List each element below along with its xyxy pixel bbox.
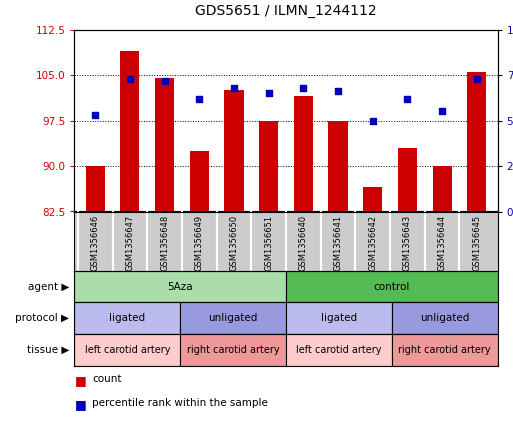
Text: GSM1356641: GSM1356641 [333,214,343,271]
Bar [121,51,140,212]
Text: unligated: unligated [420,313,469,323]
Point [369,117,377,124]
Text: GSM1356644: GSM1356644 [438,214,447,271]
Text: control: control [373,282,410,291]
Bar [294,96,313,212]
Point [195,95,203,102]
FancyBboxPatch shape [286,271,498,302]
Bar [224,90,244,212]
Point [334,88,342,95]
Text: right carotid artery: right carotid artery [187,345,280,355]
Text: unligated: unligated [208,313,258,323]
Text: ligated: ligated [109,313,145,323]
Point [126,75,134,82]
Text: GSM1356648: GSM1356648 [160,214,169,271]
Text: tissue ▶: tissue ▶ [27,345,69,355]
Bar [259,121,278,212]
Point [438,108,446,115]
Text: GSM1356643: GSM1356643 [403,214,412,271]
Text: GSM1356647: GSM1356647 [125,214,134,271]
Text: ligated: ligated [321,313,357,323]
Text: protocol ▶: protocol ▶ [15,313,69,323]
FancyBboxPatch shape [74,271,286,302]
Text: right carotid artery: right carotid artery [399,345,491,355]
Text: left carotid artery: left carotid artery [85,345,170,355]
Bar [155,78,174,212]
Bar [363,187,382,212]
Text: 5Aza: 5Aza [167,282,193,291]
Text: GSM1356642: GSM1356642 [368,214,377,271]
Point [230,85,238,91]
FancyBboxPatch shape [74,334,180,366]
FancyBboxPatch shape [180,302,286,334]
Bar [398,148,417,212]
Point [403,95,411,102]
Bar [190,151,209,212]
Bar [467,72,486,212]
FancyBboxPatch shape [392,334,498,366]
FancyBboxPatch shape [180,334,286,366]
Text: left carotid artery: left carotid artery [296,345,382,355]
Text: GSM1356645: GSM1356645 [472,214,481,271]
Bar [328,121,348,212]
FancyBboxPatch shape [286,334,392,366]
FancyBboxPatch shape [74,302,180,334]
Point [91,112,100,118]
Text: agent ▶: agent ▶ [28,282,69,291]
Text: percentile rank within the sample: percentile rank within the sample [92,398,268,408]
Text: GDS5651 / ILMN_1244112: GDS5651 / ILMN_1244112 [195,3,377,18]
Text: GSM1356650: GSM1356650 [229,214,239,271]
Text: GSM1356651: GSM1356651 [264,214,273,271]
FancyBboxPatch shape [392,302,498,334]
Point [161,77,169,84]
Text: ■: ■ [74,374,86,387]
Bar [86,166,105,212]
Text: count: count [92,374,122,385]
Point [265,90,273,97]
Text: ■: ■ [74,398,86,411]
Text: GSM1356640: GSM1356640 [299,214,308,271]
FancyBboxPatch shape [286,302,392,334]
Point [472,75,481,82]
Text: GSM1356649: GSM1356649 [195,214,204,271]
Point [299,85,307,91]
Bar [432,166,451,212]
Text: GSM1356646: GSM1356646 [91,214,100,271]
